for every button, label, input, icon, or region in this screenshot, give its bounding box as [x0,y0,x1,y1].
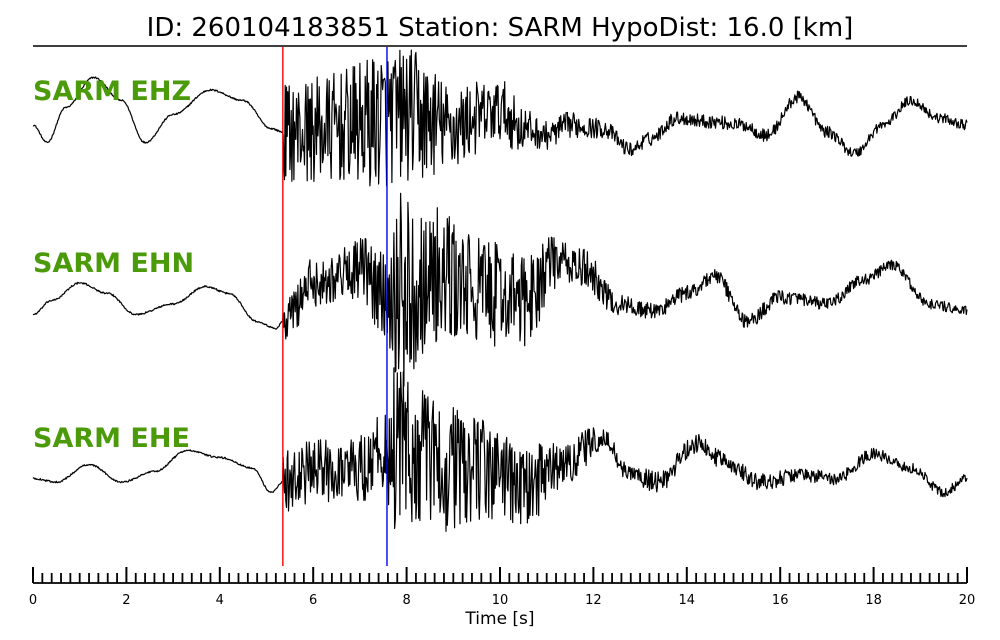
trace-ehz [32,49,968,187]
pick-group [282,47,388,566]
time-axis: 0 2 4 6 8 10 12 14 16 18 20 [29,567,975,608]
trace-ehn [32,192,968,387]
channel-label-ehe: SARM EHE [33,423,190,454]
tick-label: 6 [309,593,317,608]
channel-label-ehz: SARM EHZ [33,76,191,107]
channel-label-ehn: SARM EHN [33,248,194,279]
tick-label: 8 [402,593,410,608]
tick-label: 12 [585,593,602,608]
tick-label: 14 [679,593,696,608]
tick-label: 2 [122,593,130,608]
tick-label: 10 [492,593,509,608]
trace-ehe [32,367,968,532]
channel-label-group: SARM EHZ SARM EHN SARM EHE [33,76,194,454]
tick-label: 20 [959,593,976,608]
tick-label: 4 [216,593,224,608]
x-axis-label: Time [s] [464,609,534,629]
trace-group [32,49,968,532]
chart-title: ID: 260104183851 Station: SARM HypoDist:… [147,13,854,43]
tick-label: 16 [772,593,789,608]
tick-label: 18 [865,593,882,608]
tick-label: 0 [29,593,37,608]
